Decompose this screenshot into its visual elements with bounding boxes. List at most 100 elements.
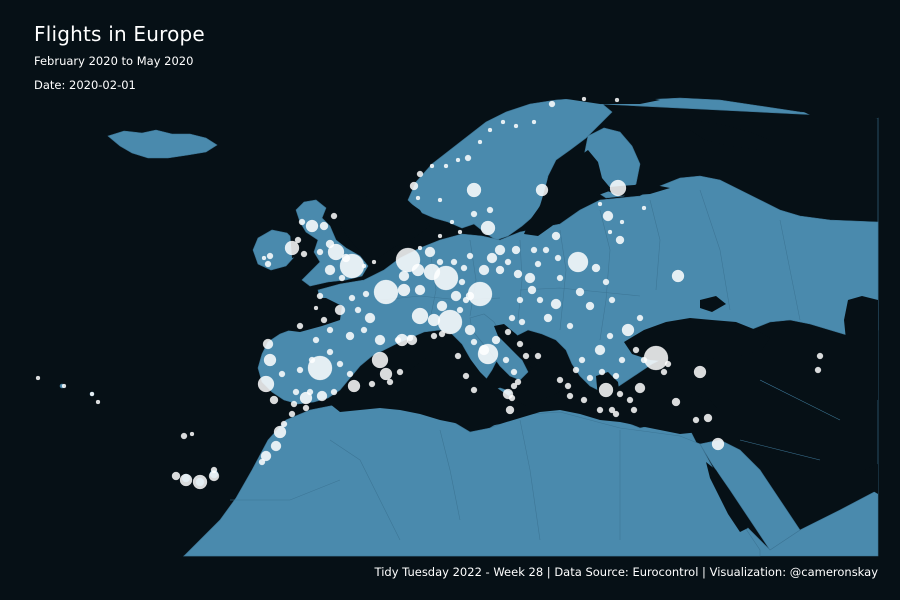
airport-bubble — [530, 246, 538, 254]
airport-bubble — [703, 413, 713, 423]
airport-bubble — [312, 336, 320, 344]
airport-bubble — [567, 251, 589, 273]
airport-bubble — [336, 360, 344, 368]
airport-bubble — [566, 322, 574, 330]
airport-bubble — [326, 348, 334, 356]
airport-bubble — [395, 333, 409, 347]
white-sea — [690, 120, 770, 150]
airport-bubble — [616, 390, 624, 398]
airport-bubble — [398, 270, 410, 282]
airport-bubble — [660, 368, 668, 376]
airport-bubble — [466, 252, 474, 260]
map-subtitle: February 2020 to May 2020 — [34, 54, 194, 68]
airport-bubble — [534, 352, 542, 360]
airport-bubble — [636, 314, 644, 322]
airport-bubble — [436, 300, 448, 312]
airport-bubble — [354, 306, 362, 314]
airport-bubble — [606, 332, 614, 340]
airport-bubble — [508, 394, 516, 402]
airport-bubble — [602, 210, 614, 222]
airport-bubble — [415, 195, 421, 201]
airport-bubble — [634, 382, 646, 394]
airport-bubble — [585, 301, 595, 311]
airport-bubble — [371, 259, 377, 265]
airport-bubble — [510, 368, 518, 376]
airport-bubble — [470, 386, 478, 394]
airport-bubble — [550, 298, 562, 310]
airport-bubble — [396, 368, 404, 376]
airport-bubble — [464, 154, 472, 162]
airport-bubble — [280, 420, 288, 428]
airport-bubble — [348, 294, 356, 302]
airport-bubble — [278, 370, 286, 378]
airport-bubble — [302, 404, 310, 412]
airport-bubble — [486, 206, 494, 214]
airport-bubble — [361, 263, 367, 269]
red-sea — [706, 462, 748, 532]
mediterranean-sea — [330, 348, 720, 434]
airport-bubble — [510, 382, 518, 390]
airport-bubble — [416, 170, 424, 178]
airport-bubble — [518, 318, 526, 326]
airport-bubble — [320, 316, 328, 324]
airport-bubble — [89, 391, 95, 397]
airport-bubble — [494, 244, 506, 256]
airport-bubble — [598, 368, 606, 376]
airport-bubble — [436, 258, 444, 266]
airport-bubble — [406, 334, 414, 342]
airport-bubble — [347, 379, 361, 393]
airport-bubble — [608, 296, 616, 304]
map-caption: Tidy Tuesday 2022 - Week 28 | Data Sourc… — [374, 565, 878, 579]
airport-bubble — [548, 100, 556, 108]
airport-bubble — [543, 313, 553, 323]
airport-bubble — [296, 322, 304, 330]
airport-bubble — [360, 326, 368, 334]
airport-bubble — [443, 163, 449, 169]
airport-bubble — [316, 248, 324, 256]
airport-bubble — [324, 264, 336, 276]
airport-bubble — [596, 406, 604, 414]
airport-bubble — [373, 279, 399, 305]
airport-bubble — [330, 388, 338, 396]
airport-bubble — [486, 252, 498, 264]
airport-bubble — [671, 269, 685, 283]
airport-bubble — [572, 366, 580, 374]
airport-bubble — [374, 334, 386, 346]
airport-bubble — [449, 219, 455, 225]
airport-bubble — [464, 324, 476, 336]
airport-bubble — [386, 378, 394, 386]
airport-bubble — [305, 219, 319, 233]
airport-bubble — [671, 397, 681, 407]
airport-bubble — [632, 346, 640, 354]
airport-bubble — [626, 396, 634, 404]
airport-bubble — [288, 410, 296, 418]
arctic-bay — [800, 106, 878, 122]
airport-bubble — [470, 338, 478, 346]
airport-bubble — [409, 181, 419, 191]
airport-bubble — [292, 388, 300, 396]
airport-bubble — [273, 425, 287, 439]
airport-bubble — [458, 278, 466, 286]
airport-bubble — [414, 284, 426, 296]
airport-bubble — [455, 157, 461, 163]
airport-bubble — [500, 119, 506, 125]
airport-bubble — [643, 345, 669, 371]
airport-bubble — [270, 440, 282, 452]
airport-bubble — [480, 220, 496, 236]
airport-bubble — [257, 375, 275, 393]
airport-bubble — [417, 245, 423, 251]
airport-bubble — [531, 119, 537, 125]
airport-bubble — [264, 260, 272, 268]
airport-bubble — [527, 285, 537, 295]
airport-bubble — [450, 258, 458, 266]
airport-bubble — [511, 245, 521, 255]
airport-bubble — [313, 305, 319, 311]
airport-bubble — [266, 252, 274, 260]
airport-bubble — [319, 221, 329, 231]
airport-bubble — [491, 335, 501, 345]
airport-bubble — [397, 283, 411, 297]
airport-bubble — [566, 392, 574, 400]
airport-bubble — [192, 474, 208, 490]
airport-bubble — [210, 466, 218, 474]
